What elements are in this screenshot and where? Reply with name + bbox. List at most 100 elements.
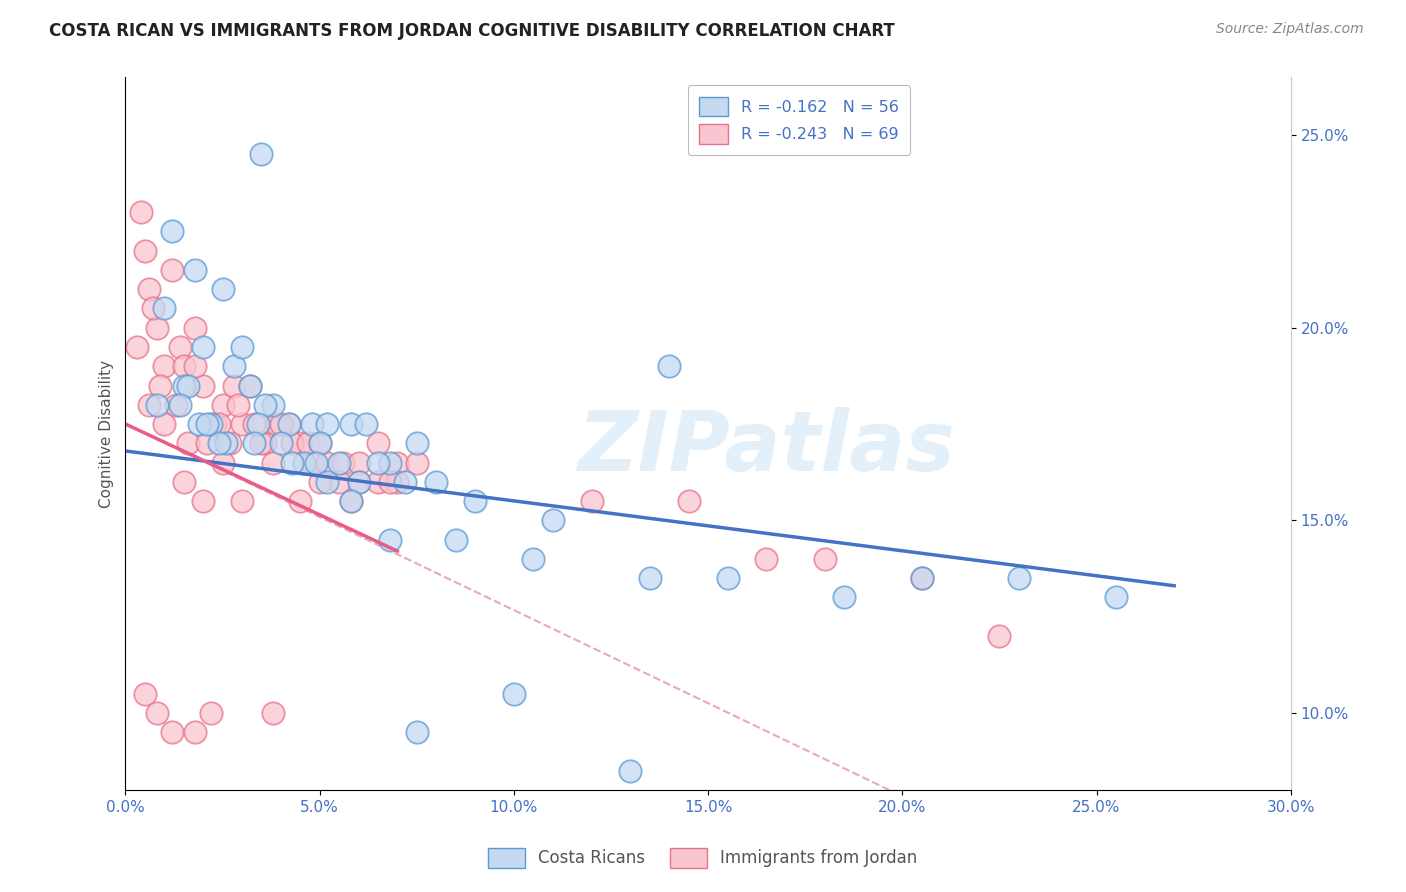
Point — [208, 417, 231, 431]
Point — [277, 417, 299, 431]
Point — [425, 475, 447, 489]
Point — [224, 378, 246, 392]
Legend: Costa Ricans, Immigrants from Jordan: Costa Ricans, Immigrants from Jordan — [482, 841, 924, 875]
Point — [153, 359, 176, 374]
Legend: R = -0.162   N = 56, R = -0.243   N = 69: R = -0.162 N = 56, R = -0.243 N = 69 — [688, 86, 910, 154]
Text: Source: ZipAtlas.com: Source: ZipAtlas.com — [1216, 22, 1364, 37]
Point — [169, 398, 191, 412]
Point — [195, 436, 218, 450]
Point — [250, 147, 273, 161]
Point — [224, 359, 246, 374]
Point — [339, 417, 361, 431]
Point — [149, 378, 172, 392]
Point — [153, 301, 176, 316]
Point — [347, 475, 370, 489]
Point — [405, 436, 427, 450]
Point — [367, 436, 389, 450]
Point — [142, 301, 165, 316]
Point — [387, 456, 409, 470]
Point — [211, 398, 233, 412]
Point — [145, 398, 167, 412]
Point — [129, 205, 152, 219]
Point — [619, 764, 641, 778]
Point — [658, 359, 681, 374]
Point — [250, 436, 273, 450]
Point — [160, 263, 183, 277]
Point — [292, 456, 315, 470]
Point — [226, 398, 249, 412]
Point — [195, 417, 218, 431]
Point — [145, 706, 167, 720]
Point — [378, 456, 401, 470]
Point — [308, 436, 330, 450]
Point — [911, 571, 934, 585]
Point — [215, 436, 238, 450]
Point — [160, 224, 183, 238]
Point — [814, 551, 837, 566]
Point — [184, 320, 207, 334]
Point — [184, 359, 207, 374]
Point — [378, 475, 401, 489]
Point — [134, 687, 156, 701]
Point — [502, 687, 524, 701]
Point — [1008, 571, 1031, 585]
Point — [176, 436, 198, 450]
Point — [755, 551, 778, 566]
Y-axis label: Cognitive Disability: Cognitive Disability — [100, 359, 114, 508]
Point — [405, 725, 427, 739]
Point — [270, 417, 292, 431]
Point — [988, 629, 1011, 643]
Point — [328, 456, 350, 470]
Point — [332, 456, 354, 470]
Point — [127, 340, 149, 354]
Point — [191, 340, 214, 354]
Point — [188, 417, 211, 431]
Point — [246, 417, 269, 431]
Point — [231, 417, 253, 431]
Point — [145, 320, 167, 334]
Point — [522, 551, 544, 566]
Text: COSTA RICAN VS IMMIGRANTS FROM JORDAN COGNITIVE DISABILITY CORRELATION CHART: COSTA RICAN VS IMMIGRANTS FROM JORDAN CO… — [49, 22, 896, 40]
Point — [290, 494, 312, 508]
Point — [378, 533, 401, 547]
Point — [316, 417, 339, 431]
Point — [254, 436, 277, 450]
Point — [165, 398, 187, 412]
Point — [387, 475, 409, 489]
Point — [316, 475, 339, 489]
Point — [231, 340, 253, 354]
Point — [308, 436, 330, 450]
Point — [239, 378, 262, 392]
Point — [138, 398, 160, 412]
Point — [211, 282, 233, 296]
Point — [678, 494, 700, 508]
Point — [134, 244, 156, 258]
Point — [638, 571, 661, 585]
Point — [305, 456, 328, 470]
Point — [184, 263, 207, 277]
Point — [242, 436, 264, 450]
Point — [1105, 591, 1128, 605]
Point — [200, 706, 222, 720]
Point — [231, 494, 253, 508]
Point — [716, 571, 738, 585]
Text: ZIPatlas: ZIPatlas — [578, 408, 955, 489]
Point — [281, 456, 304, 470]
Point — [219, 436, 242, 450]
Point — [262, 398, 284, 412]
Point — [581, 494, 603, 508]
Point — [254, 398, 277, 412]
Point — [367, 475, 389, 489]
Point — [173, 359, 195, 374]
Point — [832, 591, 855, 605]
Point — [239, 378, 262, 392]
Point — [208, 436, 231, 450]
Point — [266, 417, 288, 431]
Point — [191, 494, 214, 508]
Point — [211, 456, 233, 470]
Point — [367, 456, 389, 470]
Point — [184, 725, 207, 739]
Point — [191, 378, 214, 392]
Point — [356, 417, 378, 431]
Point — [301, 456, 323, 470]
